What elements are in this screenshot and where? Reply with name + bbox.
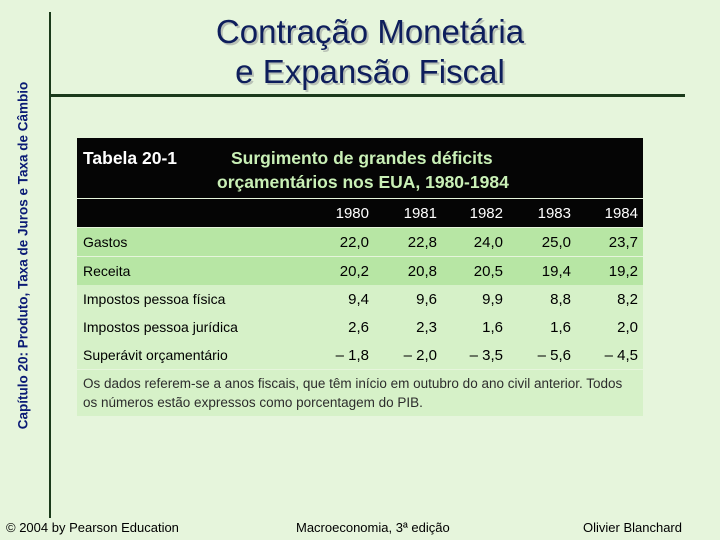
- table-cell: 20,5: [473, 262, 503, 280]
- table-cell: 9,4: [348, 290, 369, 308]
- footer-copyright: © 2004 by Pearson Education: [6, 520, 179, 535]
- row-label: Superávit orçamentário: [83, 347, 228, 363]
- table-cell: 25,0: [541, 233, 571, 251]
- footer-book-title: Macroeconomia, 3ª edição: [296, 520, 450, 535]
- row-label: Gastos: [83, 234, 128, 250]
- table-row-receita: Receita 20,2 20,8 20,5 19,4 19,2: [77, 257, 643, 285]
- table-caption: Tabela 20-1 Surgimento de grandes défici…: [77, 138, 643, 198]
- table-row-superavit: Superávit orçamentário – 1,8 – 2,0 – 3,5…: [77, 341, 643, 369]
- table-cell: 22,8: [407, 233, 437, 251]
- table-cell: – 5,6: [537, 346, 571, 364]
- year-header: 1982: [469, 204, 503, 222]
- table-cell: 19,4: [541, 262, 571, 280]
- table-cell: 1,6: [550, 318, 571, 336]
- table-footnote: Os dados referem-se a anos fiscais, que …: [77, 370, 643, 416]
- title-line-1: Contração Monetária: [215, 13, 525, 50]
- table-cell: 24,0: [473, 233, 503, 251]
- vertical-divider: [49, 12, 51, 518]
- table-cell: 9,6: [416, 290, 437, 308]
- footer: © 2004 by Pearson Education Macroeconomi…: [0, 514, 720, 540]
- table-cell: 9,9: [482, 290, 503, 308]
- table-cell: 8,8: [550, 290, 571, 308]
- title-line-2: e Expansão Fiscal: [235, 53, 505, 90]
- year-header: 1983: [537, 204, 571, 222]
- table-caption-line-2: orçamentários nos EUA, 1980-1984: [217, 172, 509, 192]
- table-cell: 20,8: [407, 262, 437, 280]
- table-caption-line-1: Surgimento de grandes déficits: [231, 148, 493, 168]
- table-cell: 2,3: [416, 318, 437, 336]
- row-label: Impostos pessoa física: [83, 291, 226, 307]
- table-cell: 2,6: [348, 318, 369, 336]
- table-cell: 19,2: [608, 262, 638, 280]
- year-header: 1984: [604, 204, 638, 222]
- table-cell: 8,2: [617, 290, 638, 308]
- table-row-impostos-pf: Impostos pessoa física 9,4 9,6 9,9 8,8 8…: [77, 285, 643, 313]
- row-label: Receita: [83, 263, 131, 279]
- table-cell: – 3,5: [469, 346, 503, 364]
- table-cell: 20,2: [339, 262, 369, 280]
- footnote-text: Os dados referem-se a anos fiscais, que …: [83, 376, 623, 410]
- year-header: 1980: [335, 204, 369, 222]
- table-cell: 1,6: [482, 318, 503, 336]
- table-cell: – 2,0: [403, 346, 437, 364]
- page-title: Contração Monetária e Expansão Fiscal: [140, 12, 600, 92]
- row-label: Impostos pessoa jurídica: [83, 319, 238, 335]
- table-cell: – 1,8: [335, 346, 369, 364]
- table-cell: – 4,5: [604, 346, 638, 364]
- table-year-header-row: 1980 1981 1982 1983 1984: [77, 199, 643, 227]
- table-cell: 2,0: [617, 318, 638, 336]
- table-label: Tabela 20-1: [83, 148, 178, 168]
- year-header: 1981: [403, 204, 437, 222]
- horizontal-divider: [51, 94, 685, 97]
- table-cell: 23,7: [608, 233, 638, 251]
- table-cell: 22,0: [339, 233, 369, 251]
- table-row-gastos: Gastos 22,0 22,8 24,0 25,0 23,7: [77, 228, 643, 256]
- chapter-title: Capítulo 20: Produto, Taxa de Juros e Ta…: [15, 81, 31, 429]
- table-row-impostos-pj: Impostos pessoa jurídica 2,6 2,3 1,6 1,6…: [77, 313, 643, 341]
- side-title-container: Capítulo 20: Produto, Taxa de Juros e Ta…: [0, 0, 46, 510]
- footer-author: Olivier Blanchard: [583, 520, 682, 535]
